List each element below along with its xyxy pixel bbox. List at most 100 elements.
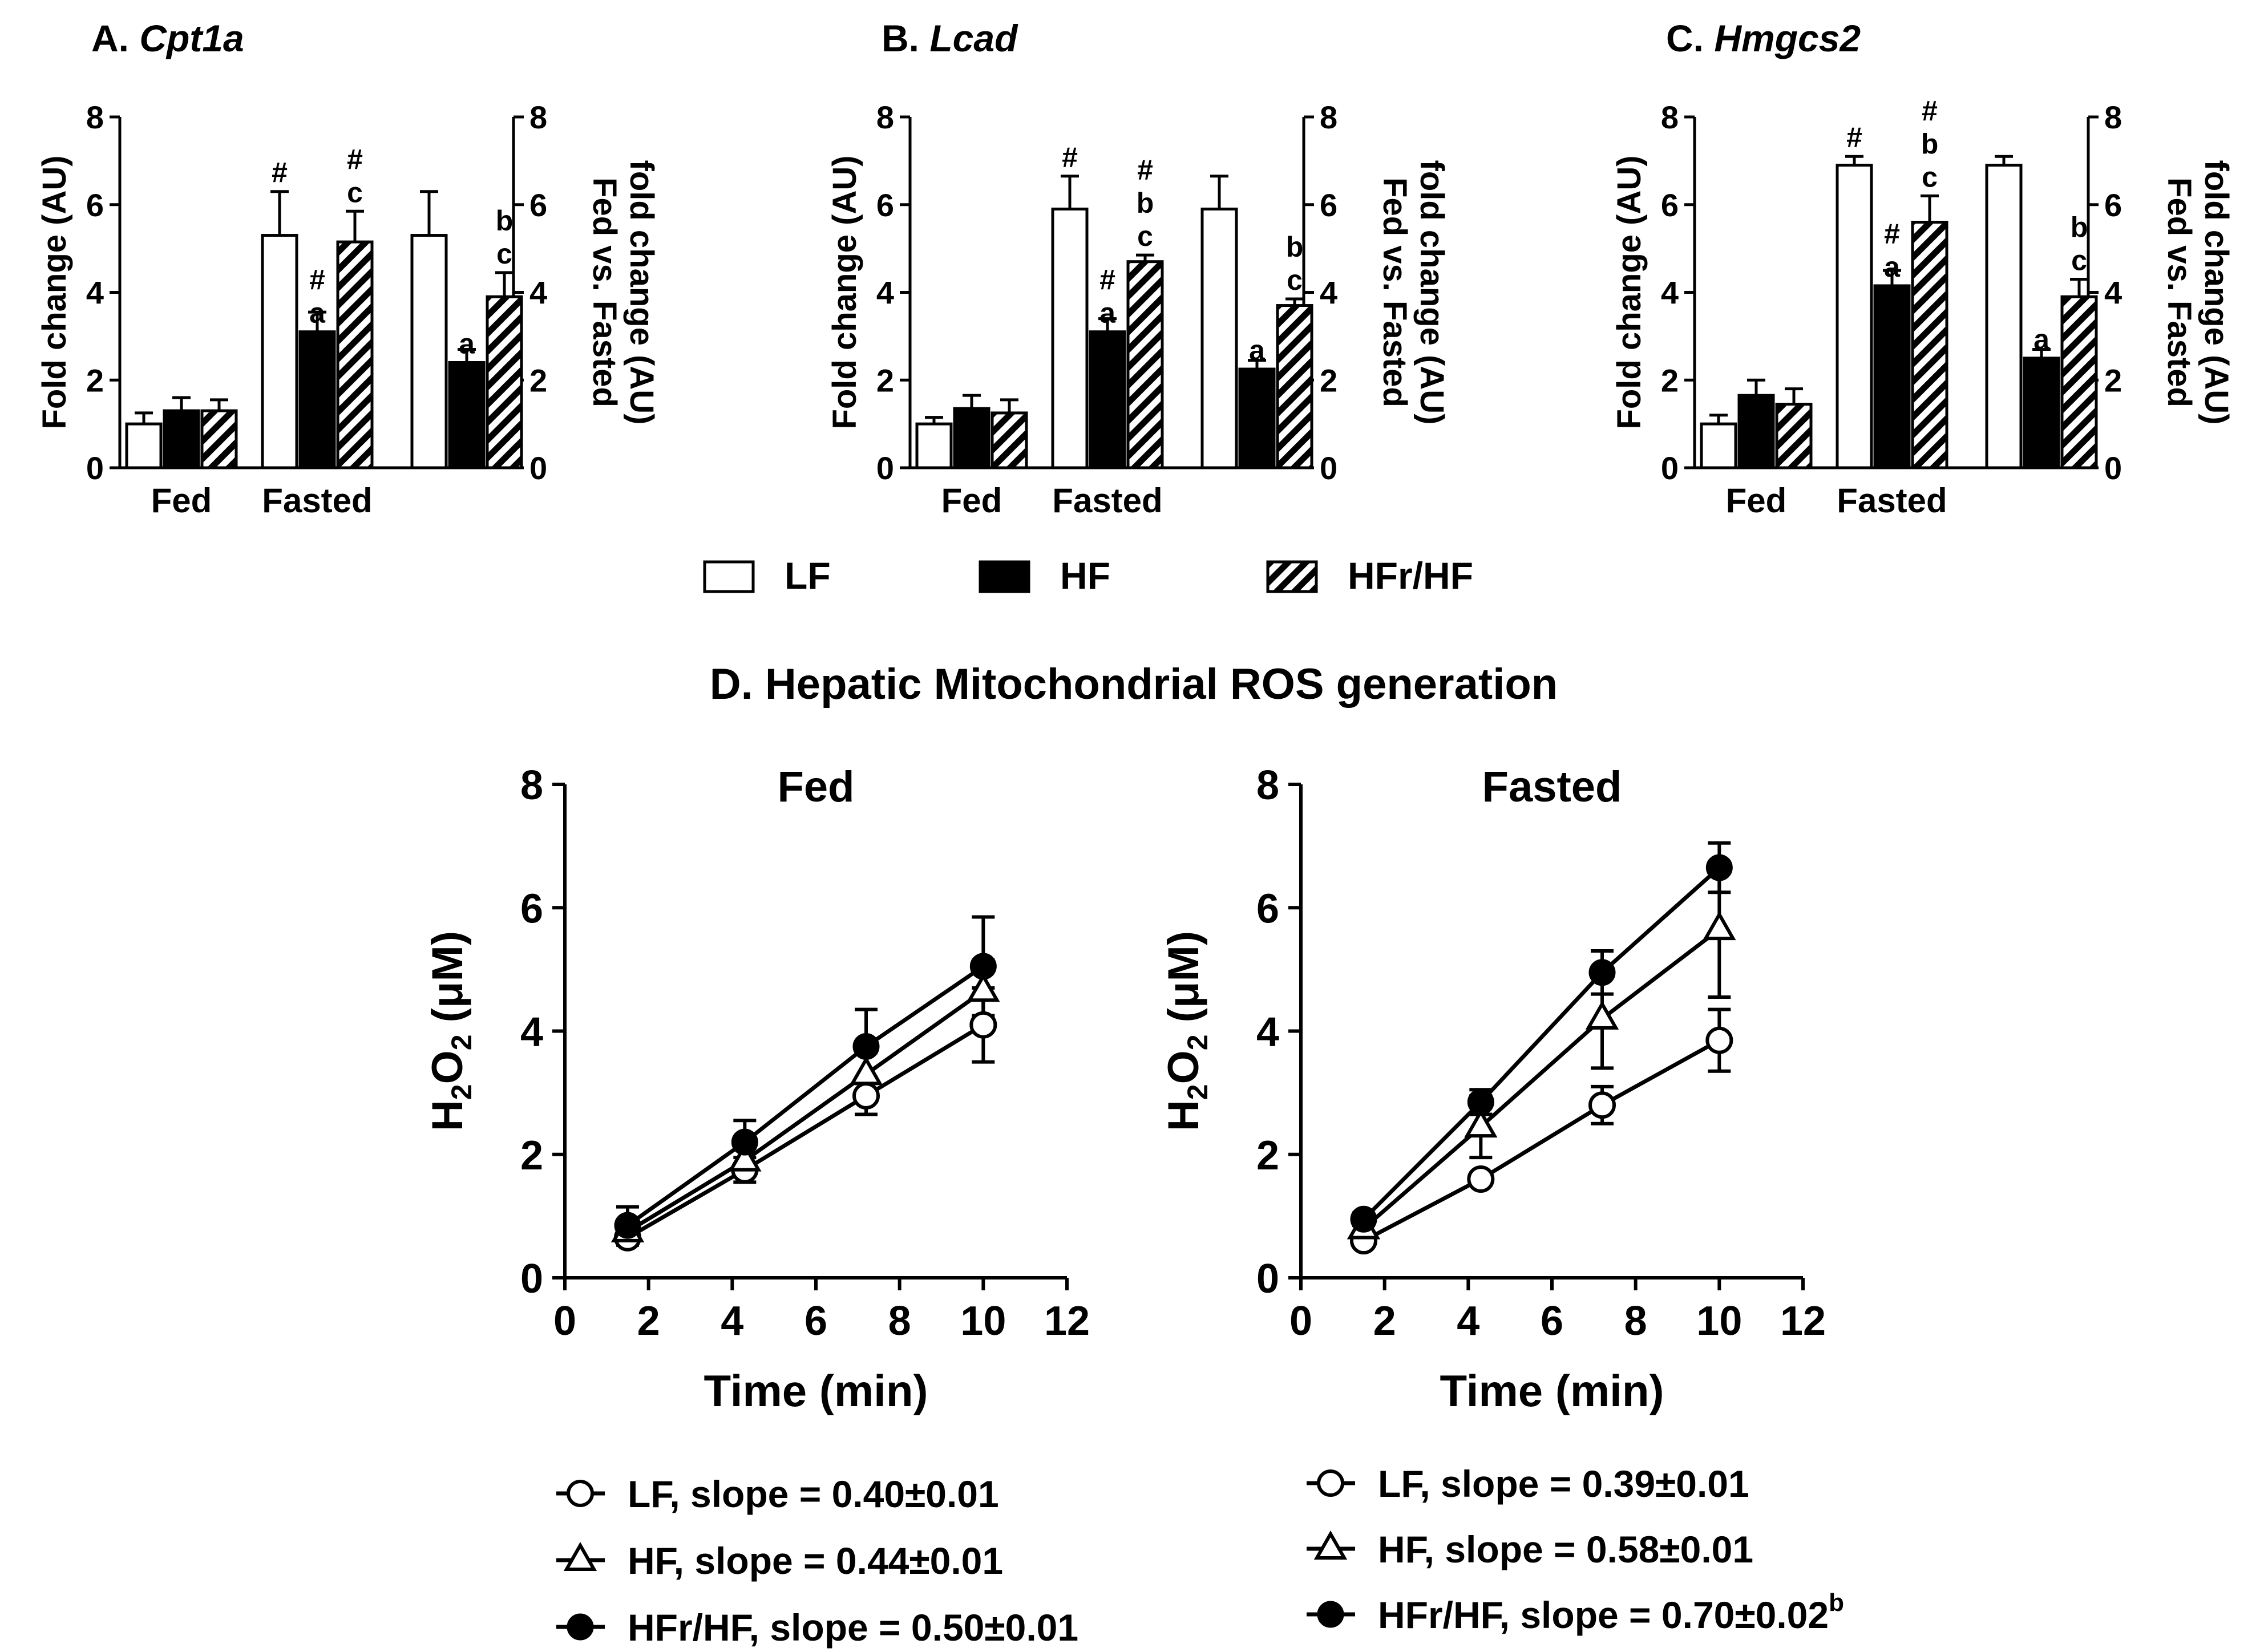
bar-lf	[1051, 207, 1089, 469]
y-label-o: O	[423, 1050, 472, 1084]
panel-title: B. Lcad	[882, 17, 1018, 59]
y-tick-label: 8	[1256, 763, 1279, 808]
x-axis-label: Time (min)	[704, 1366, 928, 1416]
panel-gene: Lcad	[929, 17, 1018, 59]
left-y-axis-label: Fold change (AU)	[826, 155, 863, 429]
right-y-axis-label-line1: Fed vs. Fasted	[2161, 177, 2198, 407]
bar-hfr-hf	[336, 240, 374, 469]
y-label-unit: (μM)	[423, 931, 472, 1035]
bar-lf	[1836, 164, 1873, 469]
marker-open-circle	[567, 1480, 594, 1507]
y-tick-label: 8	[520, 763, 543, 808]
marker-filled-circle	[1588, 959, 1616, 986]
x-tick-label: 2	[1373, 1298, 1396, 1344]
bar-hf	[1873, 284, 1911, 469]
x-tick-label: 12	[1044, 1298, 1090, 1344]
y-tick-label: 6	[1256, 886, 1279, 932]
right-y-axis-label-line2: fold change (AU)	[623, 160, 660, 425]
legend-text: LF, slope = 0.40±0.01	[628, 1473, 999, 1515]
legend-label: LF	[785, 554, 831, 597]
marker-filled-circle	[1350, 1205, 1377, 1233]
bar-lf	[1200, 207, 1238, 469]
panel-title-gap	[129, 17, 139, 59]
bar-annotation: #	[1884, 218, 1900, 250]
group-label: Fasted	[1837, 481, 1947, 520]
marker-filled-circle	[1317, 1601, 1344, 1628]
marker-open-triangle	[563, 1541, 597, 1571]
x-tick-label: 8	[888, 1298, 911, 1344]
bar-annotation: b	[1921, 128, 1939, 160]
panel-gene: Hmgcs2	[1714, 17, 1861, 59]
bar-hf	[298, 330, 336, 469]
y-tick-label: 6	[520, 886, 543, 932]
left-y-tick-label: 6	[876, 187, 894, 223]
bar-annotation: c	[2071, 244, 2087, 276]
bar-hf	[448, 361, 486, 469]
x-tick-label: 6	[1541, 1298, 1563, 1344]
bar-annotation: a	[1099, 297, 1116, 329]
panel-title: A. Cpt1a	[91, 17, 244, 59]
panel-title: Fed	[777, 763, 854, 811]
left-y-axis-label: Fold change (AU)	[1611, 155, 1648, 429]
bar-hfr-hf	[2060, 295, 2098, 469]
series-line-lf	[1363, 1038, 1721, 1243]
left-y-tick-label: 0	[876, 450, 894, 486]
y-label-sub2: 2	[446, 1084, 478, 1100]
bar-annotation: #	[1137, 154, 1153, 186]
legend-swatch-hfr-hf	[1266, 560, 1318, 593]
bar-annotation: a	[1249, 334, 1266, 366]
bar-hfr-hf	[1911, 221, 1948, 469]
left-y-tick-label: 8	[1661, 99, 1679, 135]
right-y-tick-label: 4	[529, 275, 547, 311]
x-tick-label: 12	[1780, 1298, 1826, 1344]
marker-filled-circle	[731, 1128, 758, 1156]
bar-lf	[915, 422, 953, 469]
right-y-tick-label: 2	[529, 362, 547, 398]
legend-text: HF, slope = 0.58±0.01	[1378, 1528, 1753, 1570]
bar-lf	[410, 234, 448, 469]
right-y-axis-label-line1: Fed vs. Fasted	[1376, 177, 1413, 407]
bar-lf	[125, 422, 163, 469]
right-y-tick-label: 4	[1320, 275, 1337, 311]
left-y-tick-label: 6	[1661, 187, 1679, 223]
bar-hf	[163, 409, 200, 469]
legend-swatch-lf	[703, 560, 755, 593]
legend-text: HF, slope = 0.44±0.01	[628, 1540, 1003, 1582]
y-label-h: H	[1159, 1100, 1208, 1131]
bar-hfr-hf	[1276, 304, 1313, 469]
right-y-axis-label-line1: Fed vs. Fasted	[586, 177, 623, 407]
left-y-tick-label: 2	[876, 362, 894, 398]
marker-open-triangle	[1703, 911, 1736, 941]
bar-panel-lcad: B. Lcad 0 0 2 2 4 4 6 6 8 8 Fold change (AU) Fed vs.…	[826, 17, 1450, 520]
left-y-axis-label: Fold change (AU)	[36, 155, 73, 429]
legend-text-main: HF, slope = 0.44±0.01	[628, 1540, 1003, 1582]
bar-hfr-hf	[991, 411, 1028, 469]
right-y-tick-label: 0	[1320, 450, 1337, 486]
marker-filled-circle	[567, 1613, 594, 1641]
bar-annotation: c	[1137, 220, 1153, 252]
bar-hfr-hf	[1775, 403, 1813, 469]
right-y-axis-label-line2: fold change (AU)	[1413, 160, 1450, 425]
series-line-hfr-hf	[626, 965, 985, 1227]
left-y-tick-label: 8	[876, 99, 894, 135]
marker-filled-circle	[1467, 1088, 1494, 1116]
right-y-tick-label: 2	[2104, 362, 2122, 398]
bar-legend: LF HF HFr/HF	[703, 554, 1473, 597]
series-line-hf	[626, 989, 985, 1233]
line-section-title: D. Hepatic Mitochondrial ROS generation	[710, 660, 1558, 708]
y-axis-label: H2O2 (μM)	[1159, 931, 1214, 1131]
bar-hf	[953, 407, 991, 469]
bar-panels: A. Cpt1a 0 0 2 2 4 4 6 6 8 8 Fold change (AU) Fed vs…	[36, 17, 2235, 520]
marker-filled-circle	[969, 953, 997, 980]
x-tick-label: 0	[553, 1298, 576, 1344]
legend-swatch-hf	[979, 560, 1030, 593]
x-tick-label: 6	[804, 1298, 827, 1344]
right-y-tick-label: 4	[2104, 275, 2122, 311]
x-tick-label: 4	[1457, 1298, 1479, 1344]
bar-hf	[2023, 357, 2060, 469]
legend-text-main: HFr/HF, slope = 0.50±0.01	[628, 1606, 1078, 1649]
bar-hf	[1238, 367, 1276, 469]
y-axis-label: H2O2 (μM)	[423, 931, 478, 1131]
legend-text-main: LF, slope = 0.39±0.01	[1378, 1463, 1749, 1505]
